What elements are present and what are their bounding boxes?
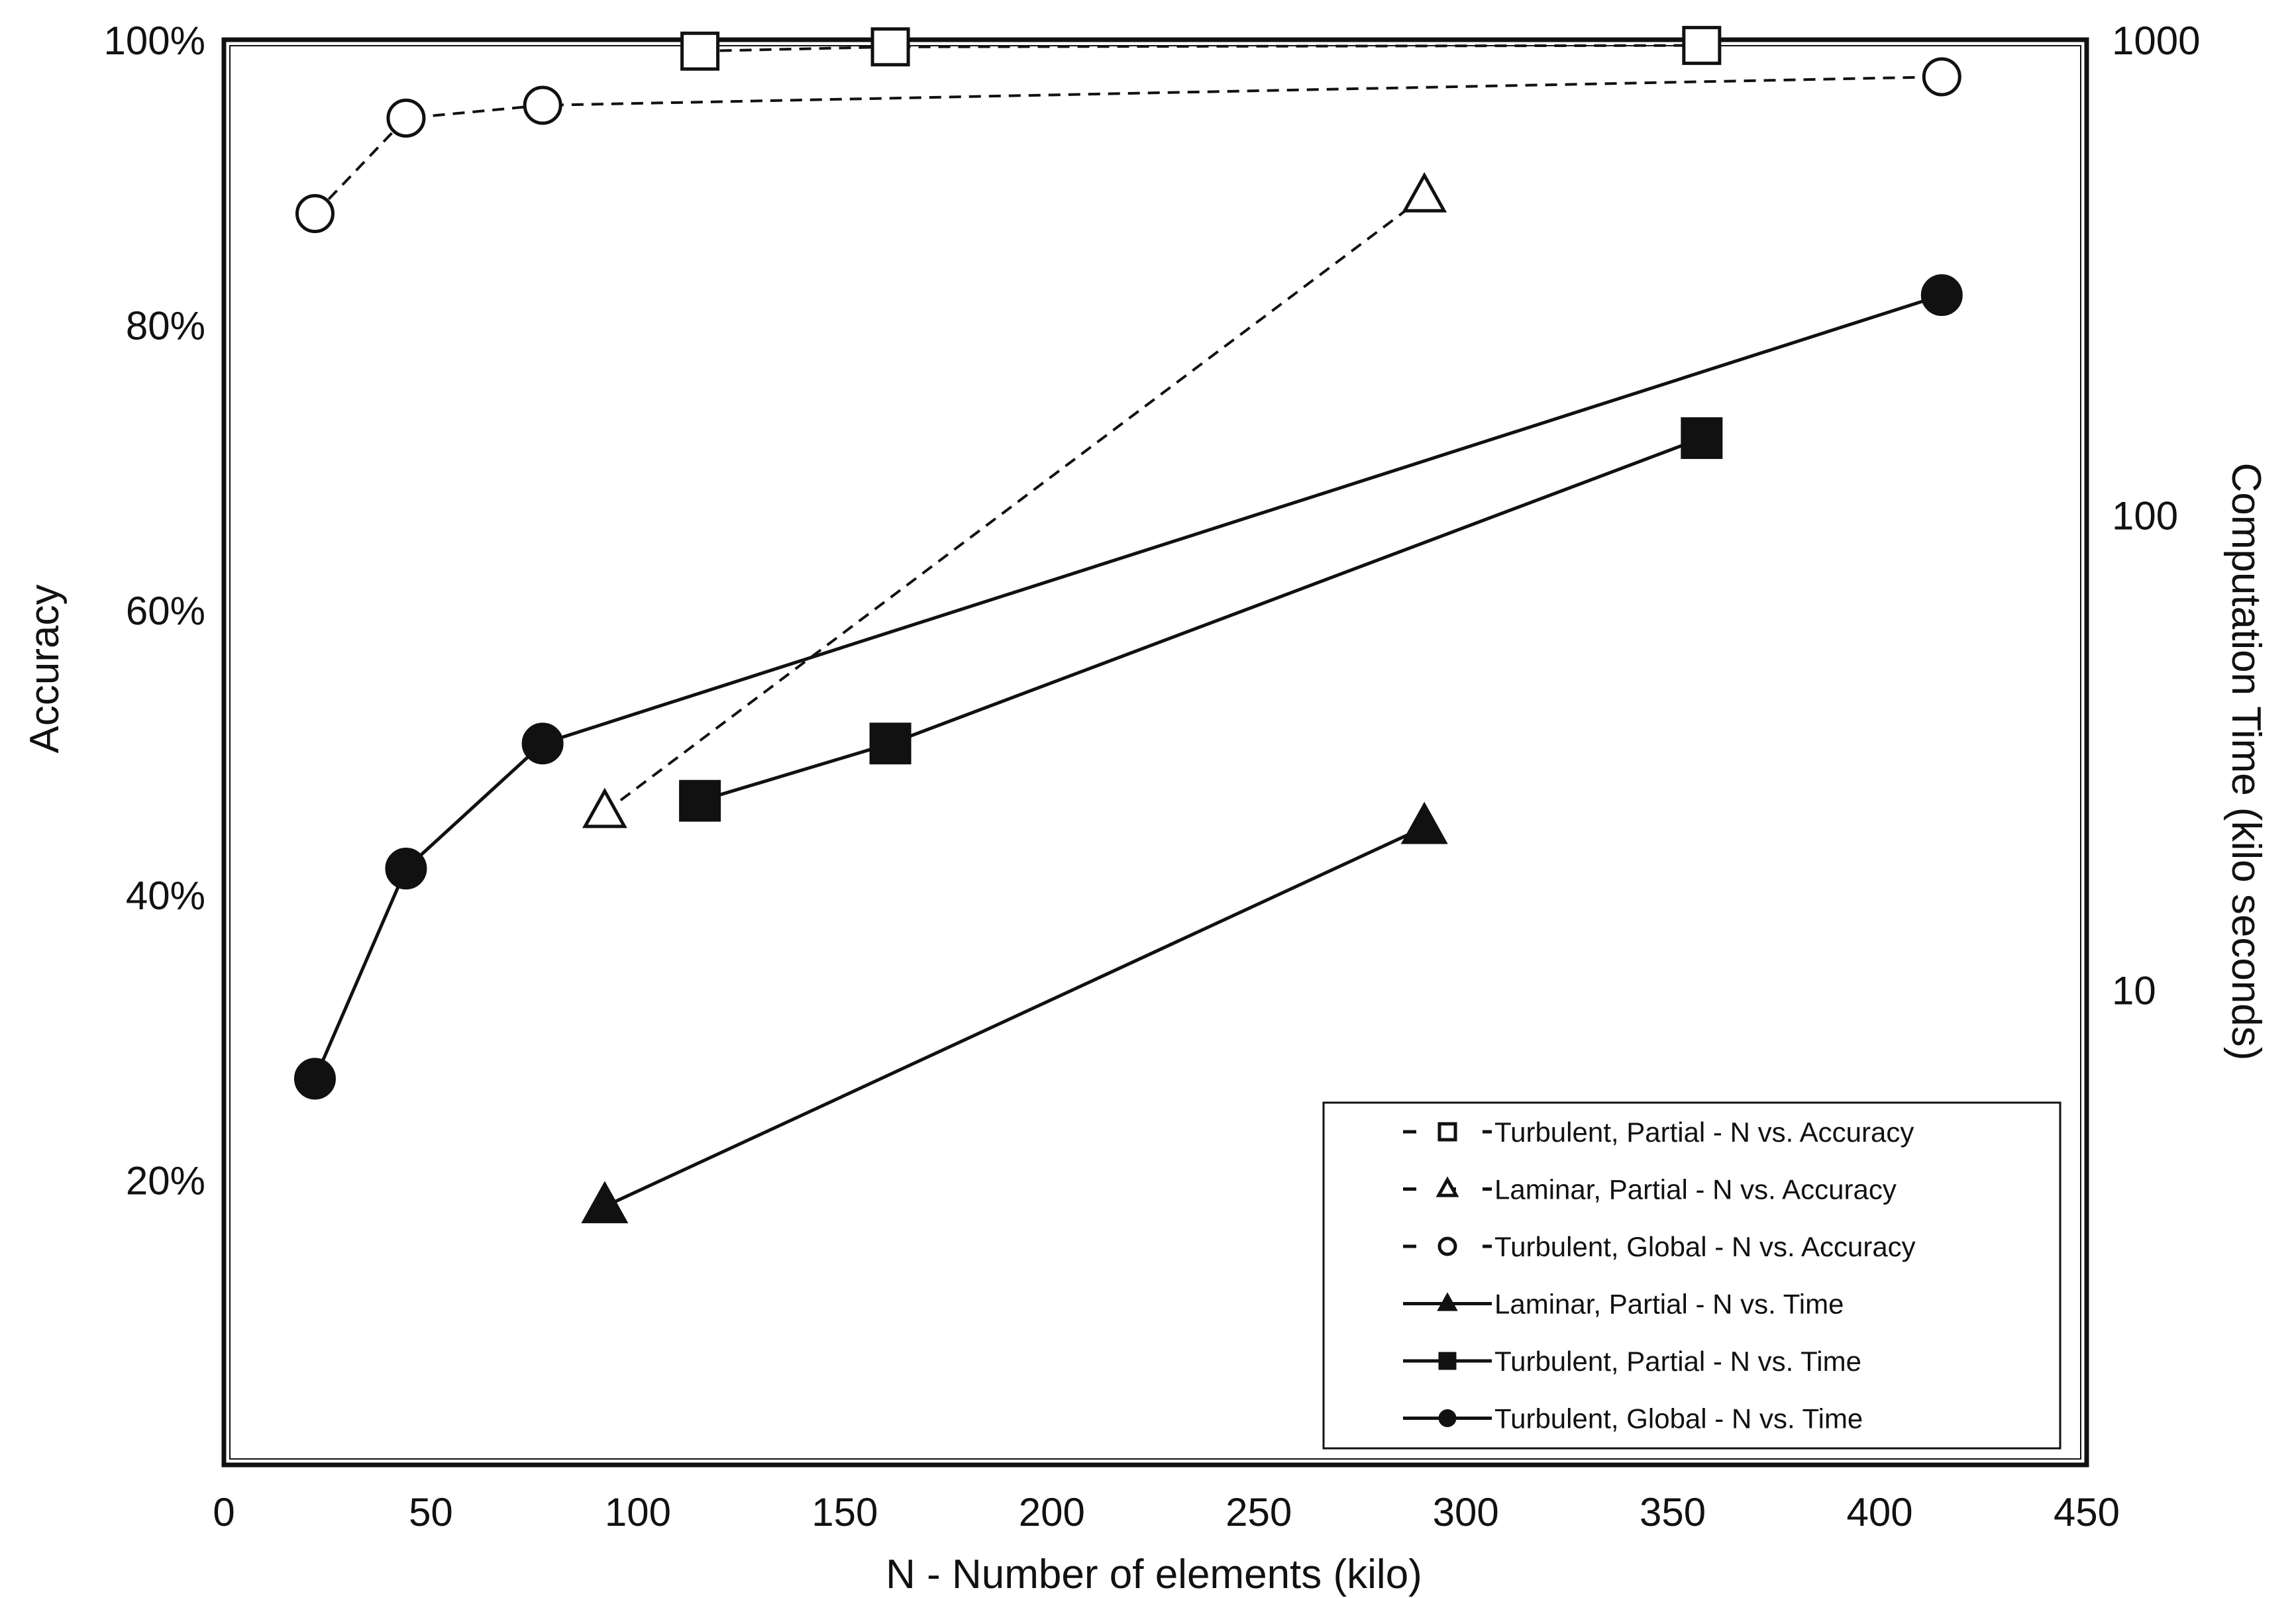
x-axis-ticks: 0 50 100 150 200 250 300 350 400 450 — [213, 1490, 2120, 1534]
series-layer — [293, 26, 1963, 1224]
y2-tick-label: 100 — [2112, 493, 2178, 538]
series-6 — [293, 274, 1963, 1100]
legend-marker — [1437, 1292, 1458, 1311]
y-axis-ticks: 20% 40% 60% 80% 100% — [104, 19, 205, 1203]
legend-item: Turbulent, Global - N vs. Time — [1403, 1403, 1863, 1434]
x-tick-label: 200 — [1019, 1490, 1085, 1534]
data-point — [1920, 274, 1963, 317]
data-point — [1922, 57, 1961, 97]
legend: Turbulent, Partial - N vs. Accuracy Lamin… — [1322, 1101, 2061, 1450]
data-point — [1402, 172, 1447, 213]
data-point — [385, 848, 427, 890]
legend-label: Laminar, Partial - N vs. Accuracy — [1494, 1174, 1897, 1205]
data-point — [295, 194, 335, 234]
y-tick-label: 60% — [126, 589, 205, 633]
series-line — [313, 293, 1943, 1079]
data-point — [869, 723, 912, 765]
data-point — [1682, 26, 1722, 66]
legend-item: Turbulent, Partial - N vs. Accuracy — [1403, 1117, 1914, 1148]
legend-marker — [1435, 1176, 1459, 1197]
data-point — [386, 98, 426, 138]
legend-marker — [1437, 1122, 1457, 1142]
legend-item: Laminar, Partial - N vs. Accuracy — [1403, 1174, 1897, 1205]
y2-tick-label: 1000 — [2112, 19, 2200, 63]
series-1 — [680, 26, 1722, 71]
plot-border — [221, 37, 2089, 1468]
legend-item: Turbulent, Partial - N vs. Time — [1403, 1346, 1861, 1377]
data-point — [1681, 417, 1723, 460]
data-point — [679, 779, 721, 822]
x-tick-label: 400 — [1847, 1490, 1913, 1534]
data-point — [521, 723, 564, 765]
y-axis-title: Accuracy — [22, 585, 68, 754]
plot-border-inner — [229, 45, 2081, 1460]
legend-marker — [1438, 1352, 1457, 1370]
legend-item: Laminar, Partial - N vs. Time — [1403, 1289, 1844, 1320]
x-tick-label: 150 — [811, 1490, 878, 1534]
x-axis-title: N - Number of elements (kilo) — [886, 1552, 1422, 1597]
data-point — [680, 31, 720, 71]
legend-label: Turbulent, Partial - N vs. Time — [1494, 1346, 1861, 1377]
data-point — [523, 85, 562, 125]
series-4 — [581, 801, 1448, 1224]
data-point — [1400, 801, 1448, 844]
series-line — [603, 195, 1426, 813]
data-point — [582, 787, 627, 828]
legend-label: Turbulent, Global - N vs. Accuracy — [1494, 1231, 1916, 1262]
legend-item: Turbulent, Global - N vs. Accuracy — [1403, 1231, 1916, 1262]
series-line — [699, 436, 1702, 803]
y2-axis-title: Computation Time (kilo seconds) — [2223, 463, 2269, 1061]
data-point — [870, 27, 910, 67]
data-point — [581, 1181, 629, 1224]
legend-label: Laminar, Partial - N vs. Time — [1494, 1289, 1844, 1320]
y-tick-label: 100% — [104, 19, 205, 63]
y2-tick-label: 10 — [2112, 969, 2156, 1013]
y2-axis-ticks: 10 100 1000 — [2112, 19, 2200, 1013]
legend-box — [1322, 1101, 2061, 1450]
series-line — [314, 75, 1942, 215]
x-tick-label: 350 — [1640, 1490, 1706, 1534]
y-tick-label: 40% — [126, 874, 205, 918]
x-tick-label: 0 — [213, 1490, 235, 1534]
x-tick-label: 250 — [1226, 1490, 1292, 1534]
x-tick-label: 50 — [409, 1490, 453, 1534]
legend-marker — [1437, 1236, 1457, 1256]
legend-label: Turbulent, Global - N vs. Time — [1494, 1403, 1863, 1434]
y-tick-label: 80% — [126, 303, 205, 348]
x-tick-label: 100 — [605, 1490, 671, 1534]
series-3 — [295, 57, 1961, 234]
series-line — [603, 825, 1426, 1208]
series-5 — [679, 417, 1723, 822]
plot-frame — [221, 37, 2089, 1468]
x-tick-label: 300 — [1433, 1490, 1499, 1534]
data-point — [293, 1058, 336, 1100]
legend-label: Turbulent, Partial - N vs. Accuracy — [1494, 1117, 1914, 1148]
series-2 — [582, 172, 1447, 828]
x-tick-label: 450 — [2054, 1490, 2120, 1534]
legend-marker — [1438, 1409, 1457, 1427]
y-tick-label: 20% — [126, 1159, 205, 1203]
